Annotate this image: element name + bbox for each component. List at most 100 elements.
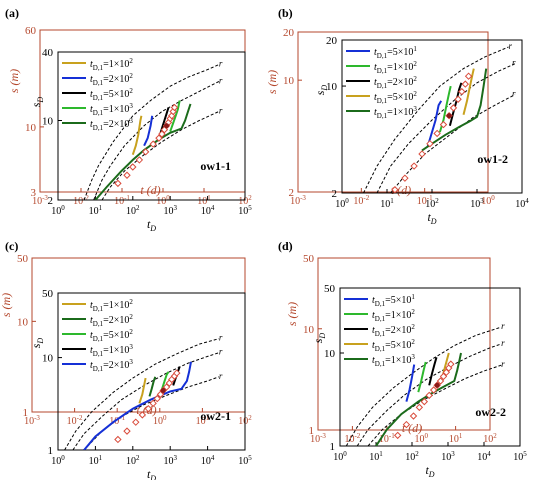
reference-curve xyxy=(93,81,220,200)
legend-item: tD,1=2×102 xyxy=(372,323,415,338)
secondary-y-tick-label: 10 xyxy=(303,324,315,336)
reference-curve-label: r xyxy=(219,371,223,381)
x-tick-label: 100 xyxy=(335,197,349,210)
secondary-x-tick-label: 101 xyxy=(197,194,211,207)
reference-curve-label: r xyxy=(501,359,505,369)
reference-curve-label: r xyxy=(219,59,223,69)
legend-item: tD,1=1×102 xyxy=(374,60,417,75)
secondary-x-tick-label: 10-3 xyxy=(290,194,306,207)
secondary-x-tick-label: 101 xyxy=(449,432,463,445)
measured-point xyxy=(454,95,462,103)
secondary-axis-frame xyxy=(317,257,491,431)
legend-item: tD,1=5×102 xyxy=(90,87,133,102)
reference-curve xyxy=(376,63,516,193)
secondary-x-tick-label: 10-2 xyxy=(73,194,89,207)
series-line xyxy=(143,115,154,147)
series-line xyxy=(428,357,438,386)
secondary-y-tick-label: 20 xyxy=(283,27,295,39)
x-tick-label: 102 xyxy=(126,454,140,467)
secondary-x-axis-label: t (d) xyxy=(140,183,160,197)
secondary-x-tick-label: 10-2 xyxy=(353,194,369,207)
measured-point xyxy=(415,403,424,412)
secondary-x-tick-label: 102 xyxy=(483,432,497,445)
measured-point xyxy=(402,420,411,429)
x-tick-label: 105 xyxy=(238,204,252,217)
x-axis-label: tD xyxy=(427,210,436,226)
series-line xyxy=(421,68,488,152)
measured-point xyxy=(170,103,179,112)
x-tick-label: 100 xyxy=(333,450,347,463)
legend-item: tD,1=5×102 xyxy=(90,328,133,343)
reference-curve-label: r xyxy=(508,41,512,51)
secondary-x-tick-label: 10-2 xyxy=(344,432,360,445)
measured-point-center xyxy=(164,123,170,129)
well-label: ow2-1 xyxy=(200,409,231,423)
x-tick-label: 104 xyxy=(477,450,491,463)
secondary-x-tick-label: 10-3 xyxy=(310,432,326,445)
secondary-y-tick-label: 2 xyxy=(289,187,295,199)
secondary-y-axis-label: s (m) xyxy=(0,293,13,317)
secondary-x-tick-label: 10-3 xyxy=(24,414,40,427)
legend-item: tD,1=2×103 xyxy=(90,358,133,373)
secondary-y-tick-label: 10 xyxy=(283,75,295,87)
legend-item: tD,1=1×102 xyxy=(90,298,133,313)
x-tick-label: 100 xyxy=(51,454,65,467)
x-tick-label: 104 xyxy=(515,197,529,210)
reference-curve-label: r xyxy=(219,333,223,343)
well-label: ow1-2 xyxy=(477,152,508,166)
measured-point xyxy=(420,397,429,406)
measured-point-center xyxy=(434,382,440,388)
measured-point xyxy=(447,360,455,368)
series-line xyxy=(131,115,143,156)
reference-curve xyxy=(64,338,220,450)
secondary-x-tick-label: 10-3 xyxy=(32,194,48,207)
measured-point xyxy=(141,148,150,156)
measured-point xyxy=(449,104,458,112)
secondary-x-tick-label: 10-1 xyxy=(114,194,130,207)
y-tick-label: 40 xyxy=(42,47,54,59)
reference-curve xyxy=(367,364,502,446)
x-tick-label: 101 xyxy=(380,197,394,210)
y-tick-label: 2 xyxy=(332,188,338,200)
legend-item: tD,1=1×102 xyxy=(372,308,415,323)
measured-point xyxy=(461,80,470,88)
measured-point xyxy=(418,150,426,158)
y-tick-label: 1 xyxy=(330,441,336,453)
panel-label: (c) xyxy=(5,239,18,253)
legend-item: tD,1=1×103 xyxy=(372,353,415,368)
secondary-y-tick-label: 60 xyxy=(25,25,37,37)
series-line xyxy=(448,82,463,127)
secondary-y-axis-label: s (m) xyxy=(265,70,279,94)
x-axis-label: tD xyxy=(425,463,434,479)
secondary-x-tick-label: 10-1 xyxy=(417,194,433,207)
measured-point xyxy=(425,391,433,400)
y-tick-label: 2 xyxy=(48,195,54,207)
measured-point xyxy=(391,186,399,193)
secondary-x-tick-label: 101 xyxy=(196,414,210,427)
x-tick-label: 103 xyxy=(470,197,484,210)
y-tick-label: 10 xyxy=(42,353,54,365)
measured-point xyxy=(409,412,418,420)
measured-point xyxy=(153,394,161,403)
y-tick-label: 20 xyxy=(326,35,338,47)
plot-area xyxy=(363,46,516,193)
x-tick-label: 104 xyxy=(201,204,215,217)
secondary-x-tick-label: 102 xyxy=(238,414,252,427)
secondary-x-tick-label: 100 xyxy=(481,194,495,207)
x-tick-label: 101 xyxy=(89,204,103,217)
secondary-x-tick-label: 10-1 xyxy=(379,432,395,445)
measured-point xyxy=(144,404,153,413)
panel-label: (b) xyxy=(278,6,293,20)
series-line xyxy=(375,352,462,446)
reference-curve-label: r xyxy=(219,105,223,115)
measured-point xyxy=(410,162,418,170)
series-line xyxy=(405,364,416,402)
reference-curve-label: r xyxy=(512,58,516,68)
secondary-x-tick-label: 100 xyxy=(414,432,428,445)
series-line xyxy=(169,100,181,132)
secondary-y-tick-label: 3 xyxy=(31,187,37,199)
legend-item: tD,1=5×102 xyxy=(372,338,415,353)
series-line xyxy=(160,371,170,390)
